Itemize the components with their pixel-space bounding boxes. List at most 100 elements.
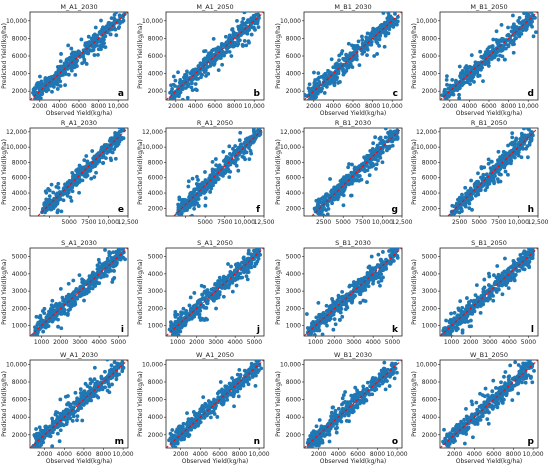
data-point bbox=[118, 19, 123, 24]
data-point bbox=[59, 312, 63, 316]
data-point bbox=[99, 18, 103, 23]
y-tick-label: 6000 bbox=[12, 175, 27, 182]
data-point bbox=[114, 33, 119, 38]
data-point bbox=[82, 170, 86, 174]
data-point bbox=[481, 172, 486, 177]
data-point bbox=[335, 303, 339, 308]
data-point bbox=[491, 47, 496, 52]
x-tick-label: 2000 bbox=[442, 103, 457, 110]
data-point bbox=[533, 15, 537, 20]
data-point bbox=[80, 178, 85, 183]
panel-letter: j bbox=[256, 325, 260, 335]
data-point bbox=[223, 285, 228, 290]
data-point bbox=[331, 327, 336, 332]
data-point bbox=[359, 177, 364, 182]
data-point bbox=[69, 56, 74, 61]
data-point bbox=[320, 83, 325, 87]
y-tick-label: 8000 bbox=[148, 35, 163, 42]
data-point bbox=[336, 71, 341, 76]
data-point bbox=[310, 87, 314, 92]
data-point bbox=[234, 283, 239, 288]
data-point bbox=[458, 75, 463, 80]
y-tick-label: 4000 bbox=[148, 271, 163, 278]
data-point bbox=[90, 286, 95, 291]
data-point bbox=[451, 92, 456, 97]
data-point bbox=[338, 308, 342, 312]
data-point bbox=[177, 92, 182, 97]
data-point bbox=[36, 322, 40, 327]
data-point bbox=[51, 318, 56, 322]
data-point bbox=[305, 113, 309, 117]
data-point bbox=[229, 54, 234, 58]
data-point bbox=[116, 8, 120, 12]
data-point bbox=[518, 146, 523, 151]
data-point bbox=[468, 186, 473, 191]
y-tick-label: 10,000 bbox=[6, 144, 27, 151]
data-point bbox=[106, 257, 110, 262]
data-point bbox=[328, 177, 332, 181]
data-point bbox=[84, 62, 89, 66]
data-point bbox=[365, 180, 369, 185]
data-point bbox=[59, 64, 64, 69]
data-point bbox=[227, 280, 232, 285]
x-tick-label: 12,500 bbox=[118, 219, 139, 226]
data-point bbox=[230, 277, 235, 281]
data-point bbox=[108, 149, 113, 154]
data-point bbox=[74, 287, 79, 291]
data-point bbox=[315, 328, 320, 333]
data-point bbox=[199, 283, 204, 288]
data-point bbox=[176, 89, 181, 94]
data-point bbox=[498, 53, 502, 58]
data-point bbox=[177, 80, 182, 85]
data-point bbox=[69, 199, 74, 203]
reference-line bbox=[37, 128, 128, 216]
data-point bbox=[509, 148, 514, 153]
data-point bbox=[252, 15, 257, 19]
data-point bbox=[398, 238, 402, 242]
data-point bbox=[337, 191, 342, 195]
data-point bbox=[176, 205, 181, 210]
data-point bbox=[247, 40, 251, 45]
data-point bbox=[202, 290, 207, 294]
data-point bbox=[82, 292, 87, 296]
data-point bbox=[387, 136, 392, 141]
x-tick-label: 4000 bbox=[462, 103, 477, 110]
data-point bbox=[255, 115, 259, 119]
data-point bbox=[491, 165, 496, 170]
data-point bbox=[59, 209, 64, 214]
data-point bbox=[105, 151, 109, 155]
data-point bbox=[230, 44, 235, 49]
y-tick-label: 6000 bbox=[422, 53, 437, 60]
data-point bbox=[84, 174, 88, 179]
data-point bbox=[63, 182, 67, 187]
data-point bbox=[171, 332, 176, 336]
data-point bbox=[177, 321, 181, 326]
data-point bbox=[510, 25, 515, 30]
data-point bbox=[334, 77, 339, 82]
data-point bbox=[506, 143, 510, 148]
data-point bbox=[55, 306, 60, 310]
data-point bbox=[374, 162, 379, 167]
data-point bbox=[526, 155, 530, 160]
data-point bbox=[371, 148, 376, 153]
reference-line bbox=[30, 12, 128, 100]
data-point bbox=[332, 83, 337, 88]
data-point bbox=[233, 159, 238, 164]
data-point bbox=[360, 284, 365, 289]
data-point bbox=[328, 198, 333, 203]
data-point bbox=[179, 211, 184, 215]
data-point bbox=[385, 145, 390, 149]
data-point bbox=[101, 36, 106, 41]
data-point bbox=[188, 191, 193, 196]
data-point bbox=[232, 148, 237, 153]
y-tick-label: 8000 bbox=[286, 159, 301, 166]
x-axis-label: Observed Yield(kg/ha) bbox=[46, 110, 113, 117]
x-tick-label: 5000 bbox=[247, 339, 262, 346]
y-axis-label: Predicted Yield(kg/ha) bbox=[137, 259, 144, 325]
data-point bbox=[64, 298, 69, 303]
data-point bbox=[220, 62, 225, 67]
data-point bbox=[66, 311, 70, 316]
